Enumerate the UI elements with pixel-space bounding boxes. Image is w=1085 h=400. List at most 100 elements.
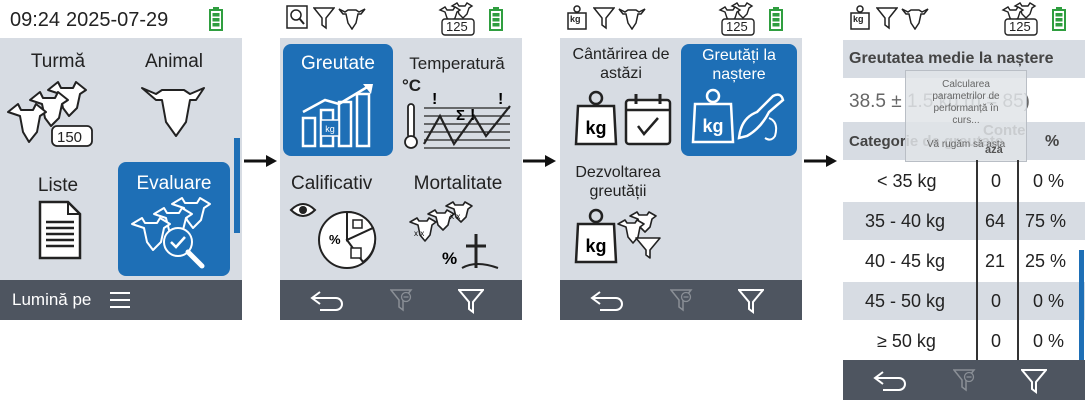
row-percent: 0 % (1033, 171, 1065, 191)
svg-text:!: ! (498, 92, 503, 108)
row-percent: 0 % (1033, 331, 1065, 351)
table-row: 45 - 50 kg 0 0 % (843, 282, 1085, 320)
weight-small-icon (566, 5, 588, 31)
row-count: 64 (985, 211, 1006, 231)
loading-line-4: curs... (952, 115, 980, 126)
weight-stork-icon: kg (691, 88, 791, 146)
menu-item-rating[interactable]: Calificativ % (283, 164, 397, 276)
filter-icon (876, 6, 898, 30)
menu-item-weight-development-label: Dezvoltarea greutății (575, 164, 661, 200)
battery-icon (489, 7, 503, 31)
filter-icon[interactable] (1021, 368, 1047, 394)
svg-text:%: % (442, 249, 457, 268)
bottom-bar (280, 280, 522, 320)
cow-head-icon (140, 82, 206, 146)
menu-item-animal[interactable]: Animal (120, 42, 228, 154)
bottom-bar (560, 280, 802, 320)
screen-weight-menu: kg 125 Cântărirea de astăzi kg Greutăți … (560, 0, 802, 320)
herd-evaluation-icon (126, 196, 226, 272)
svg-text:kg: kg (585, 118, 606, 138)
row-category: ≥ 50 kg (877, 331, 936, 351)
clock-time: 09:24 (10, 9, 61, 31)
weight-small-kg: kg (570, 14, 581, 24)
row-percent: 25 % (1025, 251, 1067, 271)
menu-item-evaluation-label: Evaluare (136, 173, 212, 194)
row-category: 35 - 40 kg (865, 211, 946, 231)
svg-text:kg: kg (585, 236, 606, 256)
back-icon[interactable] (310, 288, 344, 312)
menu-item-weight[interactable]: Greutate kg (283, 44, 393, 156)
filter-clear-icon[interactable] (390, 288, 414, 314)
back-icon[interactable] (590, 288, 624, 312)
flow-arrow-icon (804, 154, 838, 168)
mortality-icon: x x x x% (406, 200, 512, 272)
herd-count-icon (438, 2, 478, 36)
loading-line-5: Vă rugăm să așta (926, 139, 1006, 150)
menu-item-mortality-label: Mortalitate (413, 173, 503, 194)
loading-line-3: performanță în (933, 103, 999, 114)
battery-icon (769, 7, 783, 31)
evaluation-small-icon (286, 5, 308, 29)
cow-head-small-icon (338, 6, 366, 30)
menu-icon[interactable] (110, 291, 130, 309)
column-divider (1017, 160, 1019, 360)
menu-item-today-weighing[interactable]: Cântărirea de astăzi kg (564, 42, 678, 156)
menu-item-birth-weights-label: Greutăți la naștere (702, 47, 776, 83)
weight-development-icon: kg (574, 208, 674, 264)
bottom-bar (843, 360, 1085, 400)
status-bar: 125 (280, 0, 522, 38)
row-count: 0 (991, 171, 1002, 191)
herd-count-badge: 125 (446, 19, 468, 34)
herd-count-icon (1001, 2, 1041, 36)
clock-date: 2025-07-29 (66, 9, 169, 31)
svg-text:%: % (329, 232, 341, 247)
filter-icon (313, 6, 335, 30)
scrollbar-main-menu[interactable] (234, 138, 240, 233)
menu-item-animal-label: Animal (144, 51, 204, 72)
menu-item-weight-development[interactable]: Dezvoltarea greutății kg (564, 160, 678, 272)
herd-count-badge: 125 (1009, 19, 1031, 34)
row-count: 21 (985, 251, 1006, 271)
flow-arrow-icon (244, 154, 278, 168)
menu-item-temperature[interactable]: Temperatură °C ! Σ!! (398, 44, 518, 156)
svg-text:x x: x x (450, 212, 460, 221)
table-row: < 35 kg 0 0 % (843, 162, 1085, 200)
status-bar: kg 125 (843, 0, 1085, 38)
column-header-percent: % (1045, 133, 1060, 150)
svg-text:kg: kg (325, 124, 335, 134)
filter-icon[interactable] (458, 288, 484, 314)
cow-head-small-icon (618, 6, 646, 30)
table-row: 40 - 45 kg 21 25 % (843, 242, 1085, 280)
filter-icon[interactable] (738, 288, 764, 314)
row-category: < 35 kg (877, 171, 937, 191)
weight-small-kg: kg (853, 14, 864, 24)
menu-item-evaluation[interactable]: Evaluare (118, 162, 230, 276)
row-percent: 75 % (1025, 211, 1067, 231)
screen-birth-weight-table: kg 125 Greutatea medie la naștere 38.5 ±… (843, 0, 1085, 400)
row-category: 40 - 45 kg (865, 251, 946, 271)
menu-item-herd-label: Turmă (30, 51, 86, 72)
weight-chart-icon: kg (299, 82, 379, 148)
screen-evaluation-menu: 125 Greutate kg Temperatură °C ! Σ!! Cali… (280, 0, 522, 320)
column-header-count-2: aza (985, 144, 1003, 156)
scrollbar-table[interactable] (1079, 250, 1084, 360)
temperature-chart-icon: ! Σ!! (402, 92, 512, 154)
menu-item-birth-weights[interactable]: Greutăți la naștere kg (681, 44, 797, 156)
menu-item-today-weighing-label: Cântărirea de astăzi (572, 46, 670, 82)
filter-clear-icon[interactable] (953, 368, 977, 394)
menu-item-herd[interactable]: Turmă 150 (4, 42, 112, 154)
screen-main-menu: 09:24 2025-07-29 Turmă 150 Animal (0, 0, 242, 320)
filter-clear-icon[interactable] (670, 288, 694, 314)
battery-icon (1052, 7, 1066, 31)
menu-item-weight-label: Greutate (301, 53, 375, 74)
menu-item-mortality[interactable]: Mortalitate x x x x% (398, 164, 518, 276)
rating-pie-icon: % (289, 198, 389, 272)
loading-overlay: Calcularea parametrilor de performanță î… (905, 70, 1027, 162)
flow-arrow-icon (523, 154, 557, 168)
cow-head-small-icon (901, 6, 929, 30)
menu-item-lists[interactable]: Liste (4, 160, 112, 272)
svg-text:!: ! (470, 107, 475, 124)
column-divider (976, 160, 978, 360)
back-icon[interactable] (873, 368, 907, 392)
document-list-icon (38, 200, 82, 260)
